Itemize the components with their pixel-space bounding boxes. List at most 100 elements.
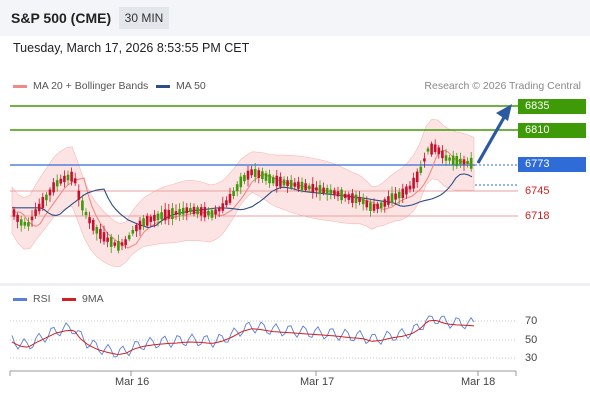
candle-body xyxy=(437,147,441,155)
candle-body xyxy=(41,197,45,208)
candle-body xyxy=(289,179,293,188)
legend-ma20: MA 20 + Bollinger Bands xyxy=(13,80,148,92)
candle-body xyxy=(59,178,63,184)
candle-body xyxy=(131,229,135,234)
candle-body xyxy=(23,221,27,226)
candle-body xyxy=(124,239,127,246)
candle-body xyxy=(462,159,466,165)
candle-body xyxy=(171,208,174,220)
candle-body xyxy=(390,193,394,203)
candle-body xyxy=(459,158,462,165)
candle-body xyxy=(448,157,451,161)
candle-body xyxy=(52,182,55,193)
candle-body xyxy=(243,174,246,182)
candle-body xyxy=(268,174,271,184)
candle-body xyxy=(387,196,390,205)
candle-body xyxy=(16,214,19,222)
last-price-label: 6773 xyxy=(518,157,586,172)
candle-body xyxy=(250,169,253,176)
x-label-mar16: Mar 16 xyxy=(115,376,150,388)
candle-body xyxy=(365,200,369,208)
candle-body xyxy=(286,180,289,187)
candle-body xyxy=(167,209,171,219)
candle-body xyxy=(135,224,138,232)
resistance-label-1: 6835 xyxy=(518,99,586,114)
candle-body xyxy=(145,215,149,226)
candle-body xyxy=(81,200,84,211)
resistance-label-2: 6810 xyxy=(518,123,586,138)
ma50-swatch xyxy=(156,84,170,88)
candle-body xyxy=(466,160,469,164)
support-label-1: 6745 xyxy=(525,185,550,197)
candle-body xyxy=(304,183,307,191)
candle-body xyxy=(77,190,81,200)
candle-body xyxy=(354,194,358,203)
candle-body xyxy=(30,216,34,221)
candle-body xyxy=(178,209,181,216)
candle-body xyxy=(160,212,163,220)
candle-body xyxy=(340,189,343,201)
candle-body xyxy=(45,194,48,201)
ma9-swatch xyxy=(62,297,76,301)
candle-body xyxy=(433,144,437,152)
x-label-mar17: Mar 17 xyxy=(300,376,335,388)
candle-body xyxy=(383,199,387,207)
rsi-panel xyxy=(10,315,515,359)
chart-header: S&P 500 (CME) 30 MIN xyxy=(0,0,590,36)
candle-body xyxy=(415,171,419,183)
support-label-2: 6718 xyxy=(525,210,550,222)
candle-body xyxy=(408,185,412,190)
candle-body xyxy=(239,176,243,188)
candle-body xyxy=(401,188,405,199)
candle-body xyxy=(275,175,279,187)
legend-ma50: MA 50 xyxy=(156,80,206,92)
candle-body xyxy=(441,150,444,159)
candle-body xyxy=(271,177,275,184)
candle-body xyxy=(55,180,59,187)
candle-body xyxy=(163,209,167,221)
candle-body xyxy=(376,203,379,209)
ma9-label: 9MA xyxy=(82,293,104,305)
candle-body xyxy=(333,190,336,196)
candle-body xyxy=(394,193,397,200)
candle-body xyxy=(444,155,448,161)
candle-body xyxy=(300,181,304,191)
candle-body xyxy=(88,217,91,224)
x-axis xyxy=(9,370,517,376)
candle-body xyxy=(106,237,109,242)
candle-body xyxy=(405,186,408,195)
candle-body xyxy=(225,200,228,206)
timeframe-badge[interactable]: 30 MIN xyxy=(119,7,169,29)
candle-body xyxy=(351,193,354,203)
ma20-swatch xyxy=(13,84,27,88)
candle-body xyxy=(318,185,322,195)
bollinger-band xyxy=(11,118,475,267)
candle-body xyxy=(120,242,124,246)
candle-body xyxy=(214,209,217,215)
candle-body xyxy=(196,207,199,215)
candle-body xyxy=(343,193,347,199)
panel-separator xyxy=(0,283,590,286)
candle-body xyxy=(315,187,318,191)
candle-body xyxy=(70,171,73,182)
candle-body xyxy=(455,156,459,167)
candle-body xyxy=(297,181,300,189)
candle-body xyxy=(66,174,70,181)
candle-body xyxy=(261,171,264,180)
candle-body xyxy=(149,216,153,222)
candlesticks xyxy=(12,139,473,254)
credit-text: Research © 2026 Trading Central xyxy=(424,80,581,92)
x-label-mar18: Mar 18 xyxy=(461,376,496,388)
candle-body xyxy=(185,207,189,214)
candle-body xyxy=(369,202,372,211)
candle-body xyxy=(451,155,455,165)
candle-body xyxy=(37,203,41,212)
candle-body xyxy=(379,202,383,209)
candle-body xyxy=(189,208,192,213)
candle-body xyxy=(12,209,16,217)
candle-body xyxy=(113,242,117,246)
candle-body xyxy=(156,213,160,220)
candle-body xyxy=(117,240,120,251)
candle-body xyxy=(221,203,225,211)
ma50-label: MA 50 xyxy=(176,80,206,92)
